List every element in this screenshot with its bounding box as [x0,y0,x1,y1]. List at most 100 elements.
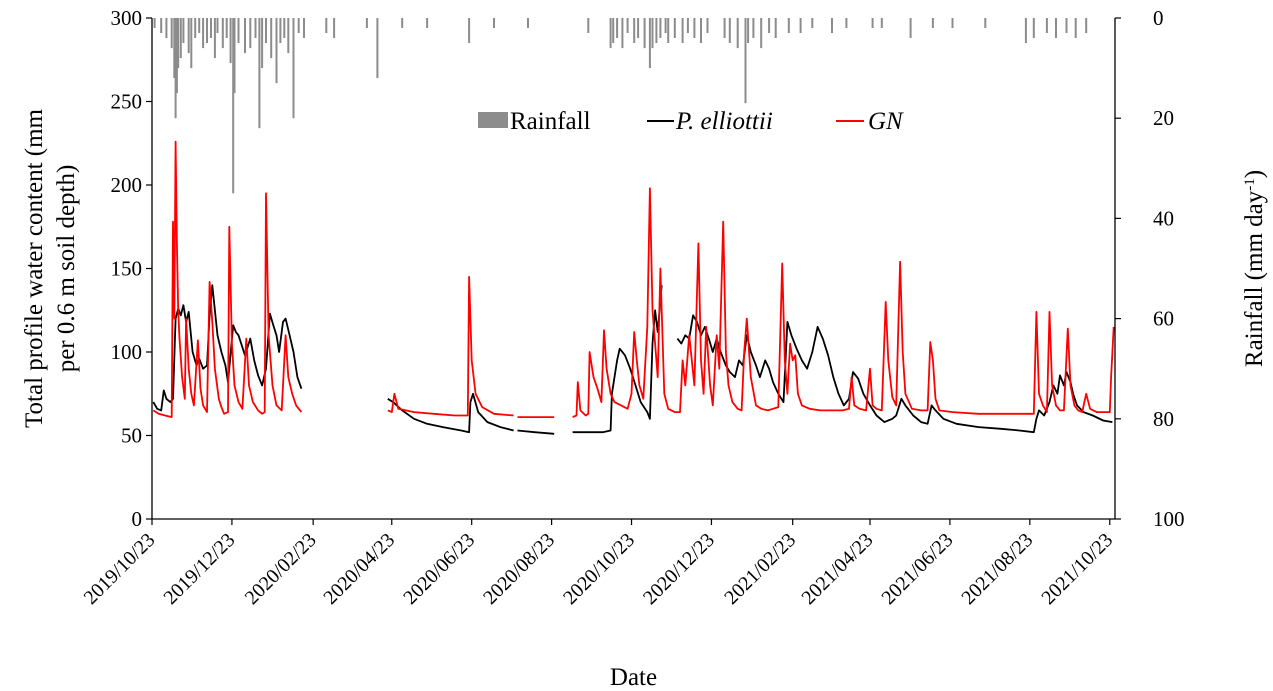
rainfall-bar [194,18,197,38]
series-line-p-elliottii [387,392,514,434]
rainfall-bar [616,18,619,38]
rainfall-bar [468,18,471,43]
rainfall-bar [187,18,190,54]
x-axis-title: Date [610,664,657,691]
rainfall-bar [174,18,177,119]
rainfall-bar [261,18,264,69]
left-y-tick-label: 0 [132,507,143,531]
rainfall-bar [303,18,305,38]
series-line-gn [152,140,303,419]
rainfall-bar [700,18,702,43]
legend-rainfall-label: Rainfall [510,108,591,135]
rainfall-bar [275,18,278,84]
rainfall-bar [774,18,777,38]
rainfall-bar [609,18,612,49]
left-y-tick-label: 300 [111,6,143,30]
right-y-tick-label: 100 [1153,507,1185,531]
rainfall-bar [871,18,874,28]
rainfall-bar [333,18,336,38]
rainfall-bar [655,18,658,43]
rainfall-bar [1045,18,1048,33]
rainfall-bar [182,18,185,43]
left-y-axis-title-line1: Total profile water content (mm [21,108,48,428]
rainfall-bar [728,18,731,43]
rainfall-bar [736,18,739,49]
rainfall-bar [845,18,848,28]
rainfall-bar [706,18,709,33]
rainfall-bar [426,18,429,28]
rainfall-bar [297,18,300,33]
left-y-tick-label: 150 [111,257,143,281]
left-y-axis-title-line2: per 0.6 m soil depth) [53,165,80,373]
rainfall-bar [283,18,286,38]
rainfall-bar [249,18,252,49]
rainfall-bar [664,18,667,33]
rainfall-bar [401,18,404,28]
rainfall-bar [612,18,615,43]
rainfall-bar [258,18,261,129]
rainfall-bar [244,18,246,54]
rainfall-bar [744,18,747,104]
rainfall-bar [673,18,676,38]
rainfall-bar [177,18,180,69]
rainfall-bar [760,18,763,49]
rainfall-bar [365,18,368,28]
rainfall-bar [667,18,670,43]
series-line-gn [572,187,1115,418]
rainfall-bar [651,18,654,49]
rainfall-bar [527,18,529,28]
series-line-gn [387,275,514,417]
rainfall-bar [693,18,696,38]
rainfall-bar [880,18,883,28]
rainfall-bar [493,18,495,28]
left-y-tick-label: 50 [121,424,142,448]
right-y-tick-label: 60 [1153,307,1174,331]
rainfall-bar [179,18,182,59]
rainfall-bar [287,18,290,54]
rainfall-bar [587,18,590,33]
rainfall-bar [232,18,235,194]
rainfall-bar [799,18,802,33]
right-y-axis-title-superscript: -1 [1242,178,1258,191]
rainfall-bar [210,18,212,38]
rainfall-bar [216,18,219,33]
rainfall-bar [325,18,328,33]
rainfall-bar [153,18,156,28]
rainfall-bar [1074,18,1077,38]
right-y-tick-label: 80 [1153,407,1174,431]
legend-gn-label: GN [868,108,904,135]
series-line-p-elliottii [517,429,555,435]
rainfall-bar [768,18,771,33]
right-y-axis-title: Rainfall (mm day-1) [1241,170,1268,367]
rainfall-bar [659,18,662,38]
line-series [152,140,1115,435]
rainfall-bar [831,18,833,33]
rainfall-bar [686,18,689,33]
rainfall-bar [170,18,173,49]
rainfall-bar [723,18,726,38]
rainfall-bar [1065,18,1068,33]
rainfall-bar [229,18,232,64]
rainfall-bar [648,18,651,69]
left-y-tick-label: 250 [111,90,143,114]
rainfall-bar [1024,18,1027,43]
rainfall-bar [233,18,236,94]
rainfall-bar [221,18,224,49]
rainfall-bar [198,18,201,33]
rainfall-bar [237,18,240,43]
rainfall-bar [1085,18,1088,33]
rainfall-bar [173,18,176,79]
rainfall-bar [213,18,216,59]
rainfall-bar [206,18,208,43]
rainfall-bar [951,18,954,28]
rainfall-bar [265,18,267,43]
rainfall-bar [633,18,636,43]
rainfall-bar [626,18,629,33]
rainfall-bar [292,18,295,119]
right-y-tick-label: 20 [1153,106,1174,130]
rainfall-bar [165,18,168,38]
rainfall-bar [1055,18,1057,38]
rainfall-bar [747,18,750,43]
